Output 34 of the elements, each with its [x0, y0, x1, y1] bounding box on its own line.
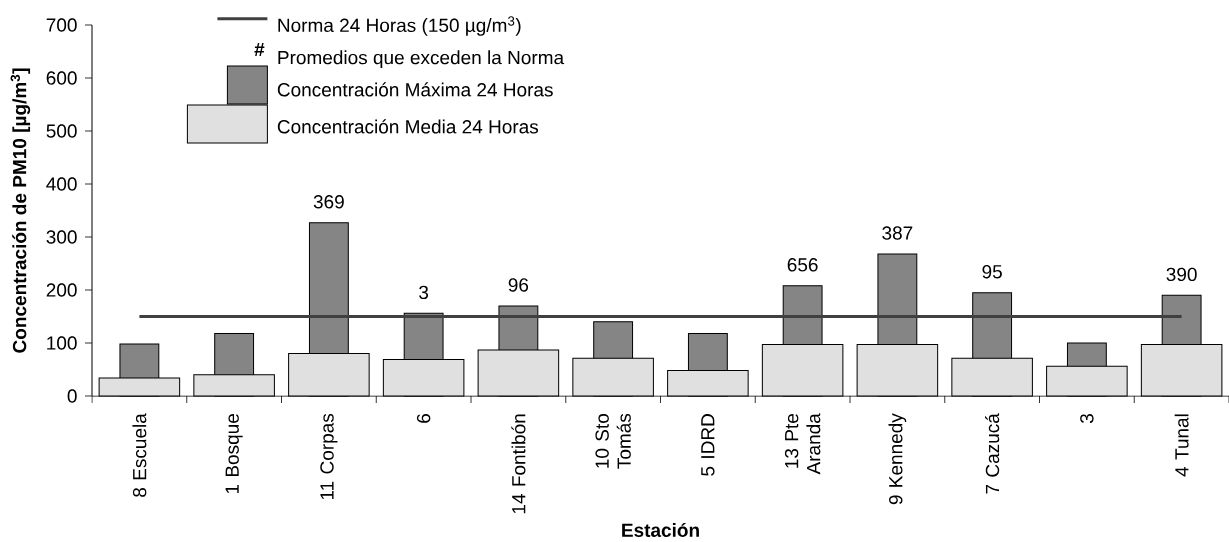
x-tick-label: 13 Pte Aranda	[784, 413, 821, 475]
x-tick-label: 7 Cazucá	[985, 413, 1000, 494]
x-tick-label: 3	[1080, 414, 1094, 424]
y-tick-label: 600	[46, 71, 77, 85]
x-axis-title: Estación	[622, 522, 699, 537]
legend-label: Concentración Máxima 24 Horas	[277, 82, 553, 97]
x-tick-label: 1 Bosque	[225, 414, 243, 494]
legend-label: Concentración Media 24 Horas	[277, 119, 539, 134]
annotation: 3	[419, 285, 429, 300]
annotation: #	[254, 43, 265, 56]
y-tick-label: 100	[47, 336, 77, 350]
annotation: 390	[1166, 267, 1197, 282]
y-tick-label: 500	[46, 124, 77, 138]
legend-label: Norma 24 Horas (150 µg/m$^{3}$)	[278, 16, 521, 36]
x-tick-label: 11 Corpas	[320, 413, 338, 500]
x-tick-label: 14 Fontibón	[511, 414, 526, 514]
annotation: 95	[982, 265, 1002, 279]
x-tick-label: 4 Tunal	[1174, 414, 1189, 477]
y-tick-label: 400	[46, 177, 77, 191]
y-tick-label: 300	[46, 230, 77, 244]
x-tick-label: 5 IDRD	[701, 414, 715, 476]
y-tick-label: 200	[46, 283, 77, 297]
x-tick-label: 8 Escuela	[132, 413, 147, 497]
annotation: 96	[508, 278, 529, 292]
annotation: 387	[882, 226, 913, 240]
y-axis-title: Concentración de PM10 [µg/m$^{3}$]	[10, 68, 31, 353]
x-tick-label: 10 Sto Tomás	[595, 413, 631, 469]
annotation: 369	[313, 195, 344, 209]
x-tick-label: 6	[416, 414, 431, 423]
annotation: Promedios que exceden la Norma	[278, 50, 565, 69]
annotation: 656	[787, 258, 818, 272]
y-tick-label: 700	[46, 18, 77, 32]
y-tick-label: 0	[67, 389, 77, 403]
x-tick-label: 9 Kennedy	[888, 413, 907, 505]
